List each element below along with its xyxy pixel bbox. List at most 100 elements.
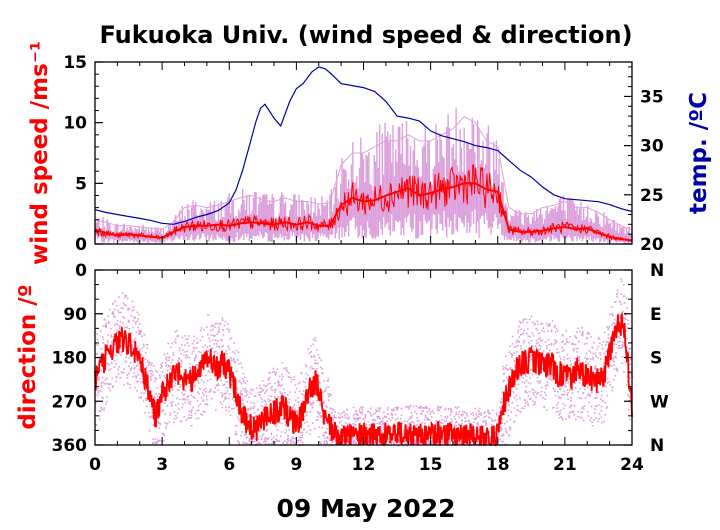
direction-dot — [343, 415, 346, 417]
direction-dot — [484, 420, 487, 422]
direction-dot — [221, 394, 224, 397]
direction-dot — [592, 352, 595, 355]
temperature-axis-label: temp. /ºC — [686, 92, 712, 214]
direction-dot — [327, 399, 330, 401]
wind-speed-tick-label: 15 — [63, 53, 87, 73]
direction-dot — [450, 408, 452, 410]
direction-dot — [475, 412, 477, 415]
direction-dot — [461, 422, 463, 425]
direction-dot — [208, 337, 210, 340]
direction-dot — [179, 420, 182, 423]
direction-dot — [416, 424, 418, 426]
direction-dot — [312, 401, 314, 403]
direction-dot — [607, 378, 609, 380]
direction-dot — [202, 346, 204, 348]
direction-dot — [598, 418, 600, 420]
direction-dot — [197, 409, 200, 412]
direction-dot — [284, 421, 287, 423]
direction-dot — [283, 388, 285, 390]
direction-dot — [114, 343, 116, 346]
direction-dot — [500, 400, 503, 403]
direction-dot — [578, 381, 581, 384]
direction-dot — [212, 391, 215, 393]
temperature-tick-label: 20 — [640, 235, 664, 255]
direction-dot — [430, 416, 433, 418]
direction-dot — [515, 345, 517, 348]
direction-dot — [282, 441, 285, 444]
direction-dot — [605, 343, 607, 346]
direction-dot — [562, 418, 564, 421]
direction-dot — [546, 409, 548, 411]
direction-dot — [321, 427, 323, 429]
direction-dot — [431, 410, 434, 412]
direction-dot — [250, 388, 252, 391]
direction-dot — [138, 313, 140, 316]
direction-dot — [550, 342, 553, 345]
direction-dot — [151, 362, 153, 365]
direction-dot — [504, 367, 506, 369]
direction-dot — [553, 343, 555, 346]
direction-dot — [135, 331, 138, 333]
direction-dot — [508, 426, 511, 428]
direction-dot — [416, 417, 418, 419]
direction-dot — [370, 423, 373, 425]
direction-dot — [488, 412, 490, 415]
direction-dot — [165, 425, 168, 428]
direction-dot — [391, 414, 394, 416]
direction-dot — [379, 423, 382, 425]
direction-dot — [505, 376, 508, 379]
direction-dot — [438, 409, 441, 411]
direction-dot — [442, 441, 444, 443]
direction-dot — [358, 410, 360, 413]
direction-dot — [276, 429, 279, 431]
direction-dot — [108, 383, 110, 386]
direction-dot — [257, 438, 260, 440]
direction-dot — [475, 417, 478, 419]
direction-dot — [150, 375, 152, 378]
direction-dot — [244, 388, 247, 390]
direction-dot — [567, 392, 569, 394]
direction-dot — [536, 380, 539, 383]
direction-dot — [134, 322, 137, 325]
direction-dot — [565, 338, 568, 340]
direction-dot — [166, 369, 169, 372]
direction-dot — [315, 362, 318, 365]
direction-dot — [313, 356, 316, 358]
direction-dot — [128, 357, 131, 359]
direction-dot — [446, 417, 448, 419]
direction-dot — [525, 318, 527, 320]
chart-title: Fukuoka Univ. (wind speed & direction) — [99, 21, 632, 49]
direction-dot — [120, 311, 122, 314]
direction-dot — [585, 360, 587, 363]
direction-dot — [408, 418, 410, 421]
direction-dot — [168, 359, 170, 362]
direction-dot — [222, 400, 225, 403]
direction-dot — [148, 370, 151, 372]
direction-dot — [278, 384, 280, 386]
direction-dot — [169, 368, 172, 370]
direction-dot — [415, 405, 417, 408]
direction-dot — [179, 383, 182, 386]
direction-dot — [474, 418, 477, 421]
direction-dot — [370, 407, 372, 410]
direction-dot — [281, 422, 283, 425]
direction-dot — [498, 412, 501, 415]
direction-dot — [594, 408, 596, 410]
direction-dot — [442, 439, 444, 441]
direction-dot — [399, 443, 402, 445]
direction-dot — [560, 385, 562, 388]
direction-dot — [581, 417, 583, 420]
direction-dot — [196, 337, 198, 340]
direction-dot — [521, 381, 524, 383]
direction-dot — [539, 345, 542, 348]
direction-dot — [538, 381, 540, 384]
direction-dot — [235, 424, 238, 427]
direction-dot — [477, 422, 479, 424]
direction-dot — [509, 428, 511, 431]
direction-dot — [578, 357, 580, 360]
direction-dot — [485, 424, 487, 426]
wind-gust-line — [94, 115, 633, 230]
direction-dot — [518, 336, 520, 338]
direction-dot — [383, 416, 386, 418]
direction-dot — [167, 393, 169, 395]
